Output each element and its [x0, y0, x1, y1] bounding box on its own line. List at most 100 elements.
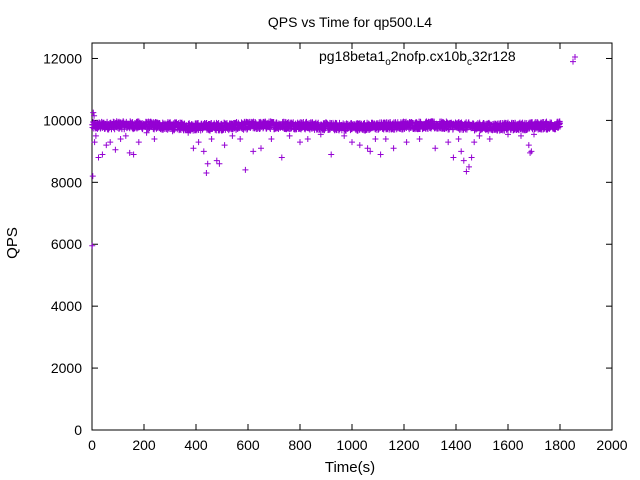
- data-point-outlier: [151, 135, 158, 142]
- data-point-outlier: [518, 132, 524, 139]
- data-point-outlier: [143, 129, 150, 136]
- data-point-outlier: [341, 132, 348, 139]
- x-tick-label: 1800: [544, 437, 575, 453]
- data-point-outlier: [237, 135, 244, 142]
- x-tick-label: 200: [132, 437, 156, 453]
- data-point-outlier: [135, 139, 142, 146]
- data-point-outlier: [364, 145, 371, 152]
- data-point-outlier: [126, 149, 133, 156]
- y-tick-label: 2000: [51, 360, 82, 376]
- data-point-outlier: [258, 145, 264, 152]
- data-point-outlier: [486, 135, 493, 142]
- data-point-outlier: [229, 132, 236, 139]
- data-point-outlier: [476, 132, 483, 139]
- y-axis-title: QPS: [4, 227, 21, 259]
- data-point-outlier: [95, 154, 102, 161]
- data-point-outlier: [525, 142, 532, 149]
- data-point-outlier: [372, 135, 379, 142]
- data-point-outlier: [112, 146, 119, 153]
- data-point-outlier: [130, 151, 137, 158]
- plot-border: [91, 42, 613, 431]
- data-point-outlier: [203, 170, 210, 177]
- data-point-outlier: [349, 139, 355, 146]
- data-point-outlier: [122, 132, 129, 139]
- data-point-outlier: [103, 142, 110, 149]
- data-point-outlier: [527, 149, 534, 156]
- legend-label-part: c: [467, 57, 472, 68]
- data-point-outlier: [390, 145, 397, 152]
- data-point-outlier: [208, 135, 215, 142]
- data-point-outlier: [117, 135, 124, 142]
- data-point-outlier: [200, 148, 207, 155]
- x-tick-label: 2000: [596, 437, 627, 453]
- data-point-outlier: [159, 126, 166, 133]
- legend-label-part: pg18beta1: [319, 48, 385, 64]
- legend-marker: [572, 54, 578, 60]
- data-point-outlier: [91, 139, 98, 146]
- x-tick-label: 0: [88, 437, 96, 453]
- data-point-outlier: [268, 135, 275, 142]
- data-point-outlier: [367, 148, 374, 155]
- data-point-outlier: [107, 139, 114, 146]
- y-tick-label: 10000: [43, 112, 82, 128]
- x-tick-label: 1000: [336, 437, 367, 453]
- data-point-outlier: [544, 126, 550, 133]
- data-point-outlier: [297, 139, 303, 146]
- legend: pg18beta1o2nofp.cx10bc32r128: [319, 48, 578, 68]
- data-point-outlier: [458, 148, 465, 155]
- chart-title: QPS vs Time for qp500.L4: [268, 14, 432, 30]
- data-point-outlier: [528, 148, 535, 155]
- data-point-outlier: [450, 154, 457, 161]
- data-point-outlier: [90, 109, 97, 116]
- data-point-outlier: [557, 123, 563, 130]
- y-axis-ticks: 0 2000 4000 6000 8000 10000 12000: [43, 50, 612, 438]
- data-point-outlier: [570, 58, 576, 65]
- y-tick-label: 8000: [51, 174, 82, 190]
- data-point-outlier: [471, 139, 478, 146]
- data-point-outlier: [328, 151, 335, 158]
- data-point-outlier: [185, 129, 192, 136]
- x-tick-label: 1200: [388, 437, 419, 453]
- data-point-outlier: [463, 168, 470, 175]
- data-point-outlier: [169, 128, 176, 135]
- x-tick-label: 600: [236, 437, 260, 453]
- x-tick-label: 800: [288, 437, 312, 453]
- data-point-outlier: [466, 163, 472, 170]
- data-point-outlier: [190, 145, 197, 152]
- y-tick-label: 6000: [51, 236, 82, 252]
- data-point-outlier: [250, 148, 257, 155]
- data-point-outlier: [505, 131, 511, 138]
- data-point-outlier: [468, 154, 475, 161]
- data-point-outlier: [89, 173, 96, 180]
- data-point-outlier: [377, 151, 384, 158]
- data-point-outlier: [460, 157, 467, 164]
- legend-label-part: 32r128: [472, 48, 516, 64]
- data-point-outlier: [92, 132, 99, 139]
- data-point-outlier: [216, 160, 223, 167]
- y-tick-label: 0: [74, 422, 82, 438]
- legend-label-part: o: [385, 57, 391, 68]
- data-point-outlier: [195, 139, 202, 146]
- series-points: [89, 58, 576, 249]
- legend-label-part: 2nofp.cx10b: [391, 48, 467, 64]
- data-point-outlier: [242, 166, 249, 173]
- data-point-outlier: [286, 132, 293, 139]
- data-point-outlier: [278, 154, 285, 161]
- y-tick-label: 4000: [51, 298, 82, 314]
- data-point-outlier: [204, 160, 211, 167]
- plot-frame: [91, 42, 613, 431]
- data-point-outlier: [531, 131, 537, 138]
- data-point-outlier: [99, 151, 106, 158]
- data-point-outlier: [403, 139, 410, 146]
- data-point-outlier: [304, 135, 311, 142]
- data-point-outlier: [356, 142, 363, 149]
- data-point-outlier: [416, 135, 423, 142]
- data-point-outlier: [455, 135, 462, 142]
- data-point-outlier: [221, 142, 228, 149]
- x-tick-label: 1400: [440, 437, 471, 453]
- x-axis-title: Time(s): [325, 459, 375, 476]
- data-point-outlier: [382, 135, 389, 142]
- y-tick-label: 12000: [43, 50, 82, 66]
- data-point-outlier: [317, 131, 324, 138]
- data-point-outlier: [213, 157, 220, 164]
